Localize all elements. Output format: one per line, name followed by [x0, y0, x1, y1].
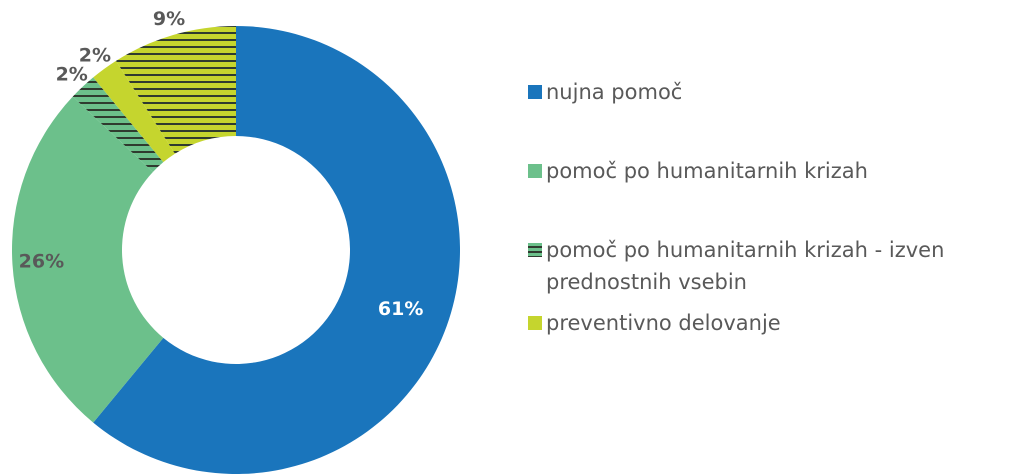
legend-label: nujna pomoč	[546, 80, 683, 104]
slice	[93, 60, 175, 163]
legend-swatch	[528, 85, 542, 99]
legend: nujna pomoč pomoč po humanitarnih krizah p…	[528, 76, 1033, 386]
legend-item: nujna pomoč	[528, 76, 1033, 108]
slice	[93, 26, 460, 475]
legend-label: pomoč po humanitarnih krizah - izven pre…	[546, 238, 945, 294]
legend-swatch	[528, 316, 542, 330]
legend-swatch	[528, 243, 542, 257]
data-label: 26%	[19, 251, 64, 273]
slice	[72, 77, 164, 172]
data-label: 2%	[79, 44, 111, 66]
data-label: 9%	[153, 8, 185, 30]
donut: 61% 26% 2%2% 9%	[11, 8, 460, 475]
slice	[115, 26, 236, 154]
slice	[11, 96, 164, 423]
data-label: 61%	[378, 298, 423, 320]
legend-label: preventivno delovanje	[546, 311, 781, 335]
legend-swatch	[528, 164, 542, 178]
legend-item: preventivno delovanje	[528, 307, 1033, 339]
data-label: 2%	[56, 64, 88, 86]
legend-item: pomoč po humanitarnih krizah	[528, 155, 1033, 187]
legend-label: pomoč po humanitarnih krizah	[546, 159, 868, 183]
legend-item: pomoč po humanitarnih krizah - izven pre…	[528, 234, 1033, 298]
